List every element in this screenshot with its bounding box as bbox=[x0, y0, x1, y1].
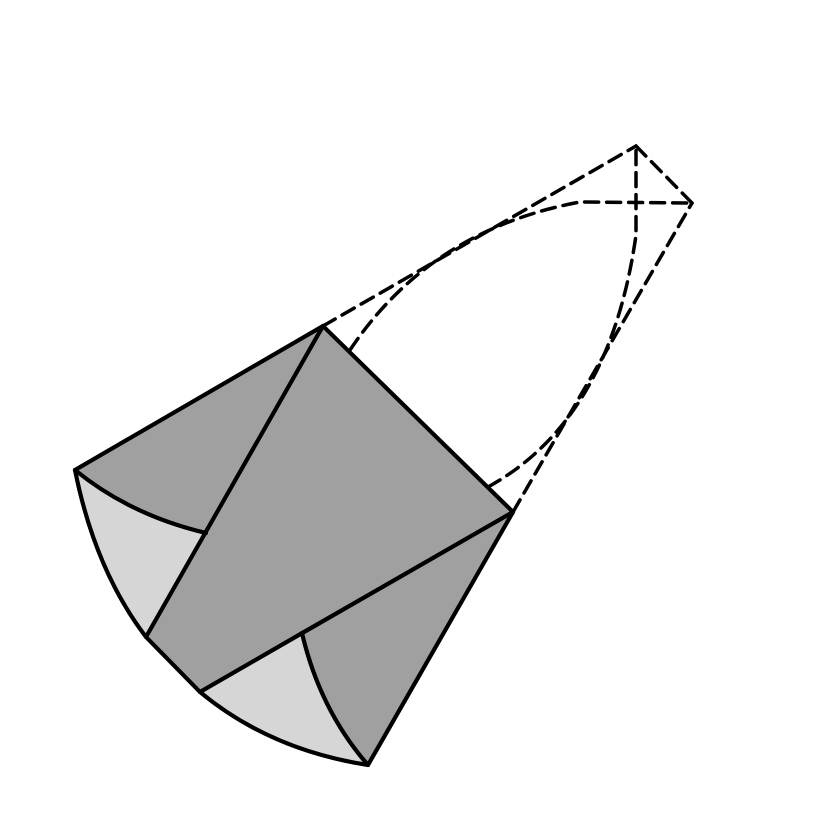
visible-edges bbox=[73, 324, 515, 767]
edge-square-top-right bbox=[321, 324, 515, 514]
hidden-edge-right-arc bbox=[486, 144, 638, 489]
edge-square-bottom bbox=[198, 510, 515, 694]
edge-top-left bbox=[73, 324, 325, 472]
edge-bottom-outer-arc bbox=[198, 690, 370, 767]
edge-left-outer-arc bbox=[73, 468, 202, 694]
edge-right-slant bbox=[366, 510, 515, 767]
hidden-edges bbox=[321, 144, 694, 514]
solid-faces bbox=[73, 324, 515, 767]
edge-left-inner-arc bbox=[73, 468, 208, 535]
edge-diagonal-inner bbox=[144, 324, 325, 639]
hidden-edge-right-straight bbox=[511, 201, 694, 514]
hidden-edge-apex-right bbox=[634, 144, 694, 205]
hidden-edge-top-arc bbox=[348, 200, 694, 352]
edge-bottom-inner-arc bbox=[300, 631, 370, 767]
